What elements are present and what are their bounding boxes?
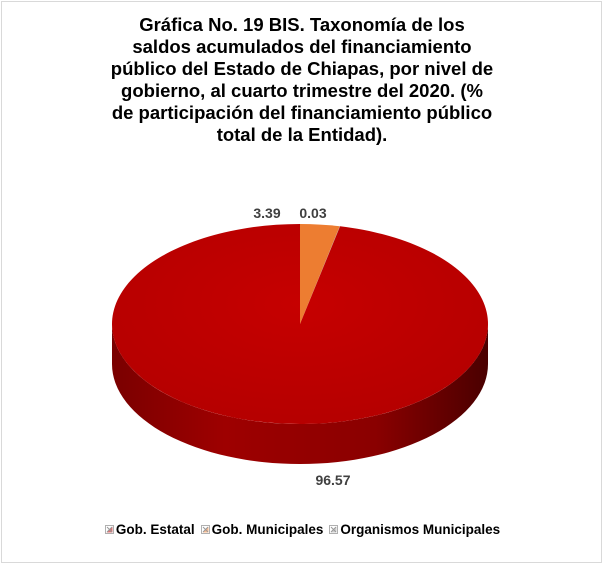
chart-title: Gráfica No. 19 BIS. Taxonomía de los sal… — [62, 14, 542, 146]
chart-title-line: de participación del financiamiento públ… — [111, 102, 493, 123]
legend-swatch-icon — [104, 525, 114, 534]
legend-item-organismos-municipales: Organismos Municipales — [329, 522, 500, 537]
data-label-gob-estatal: 96.57 — [315, 472, 350, 488]
chart-title-line: saldos acumulados del financiamiento — [132, 36, 472, 57]
pie-labels-layer: 96.57 3.39 0.03 — [253, 205, 350, 488]
legend-item-gob-estatal: Gob. Estatal — [104, 522, 195, 537]
legend-label: Gob. Estatal — [115, 522, 195, 537]
chart-title-line: total de la Entidad). — [216, 124, 388, 145]
legend-swatch-icon — [329, 525, 339, 534]
legend-label: Gob. Municipales — [211, 522, 324, 537]
chart-title-line: Gráfica No. 19 BIS. Taxonomía de los — [139, 14, 465, 35]
pie-slice-gob-estatal — [112, 224, 489, 424]
data-label-organismos-municipales: 0.03 — [299, 205, 326, 221]
data-label-gob-municipales: 3.39 — [253, 205, 280, 221]
pie-side-layer — [112, 324, 488, 464]
legend-swatch-icon — [200, 525, 210, 534]
pie-top-layer — [112, 224, 489, 424]
pie-slice-gob-municipales — [300, 224, 340, 324]
legend-item-gob-municipales: Gob. Municipales — [200, 522, 324, 537]
chart-legend: Gob. Estatal Gob. Municipales Organismos M… — [0, 522, 605, 537]
pie-slice-organismos-municipales — [300, 226, 341, 324]
legend-label: Organismos Municipales — [340, 522, 501, 537]
pie-side-wall — [112, 324, 488, 464]
chart-title-line: gobierno, al cuarto trimestre del 2020. … — [121, 80, 483, 101]
chart-title-line: público del Estado de Chiapas, por nivel… — [110, 58, 494, 79]
